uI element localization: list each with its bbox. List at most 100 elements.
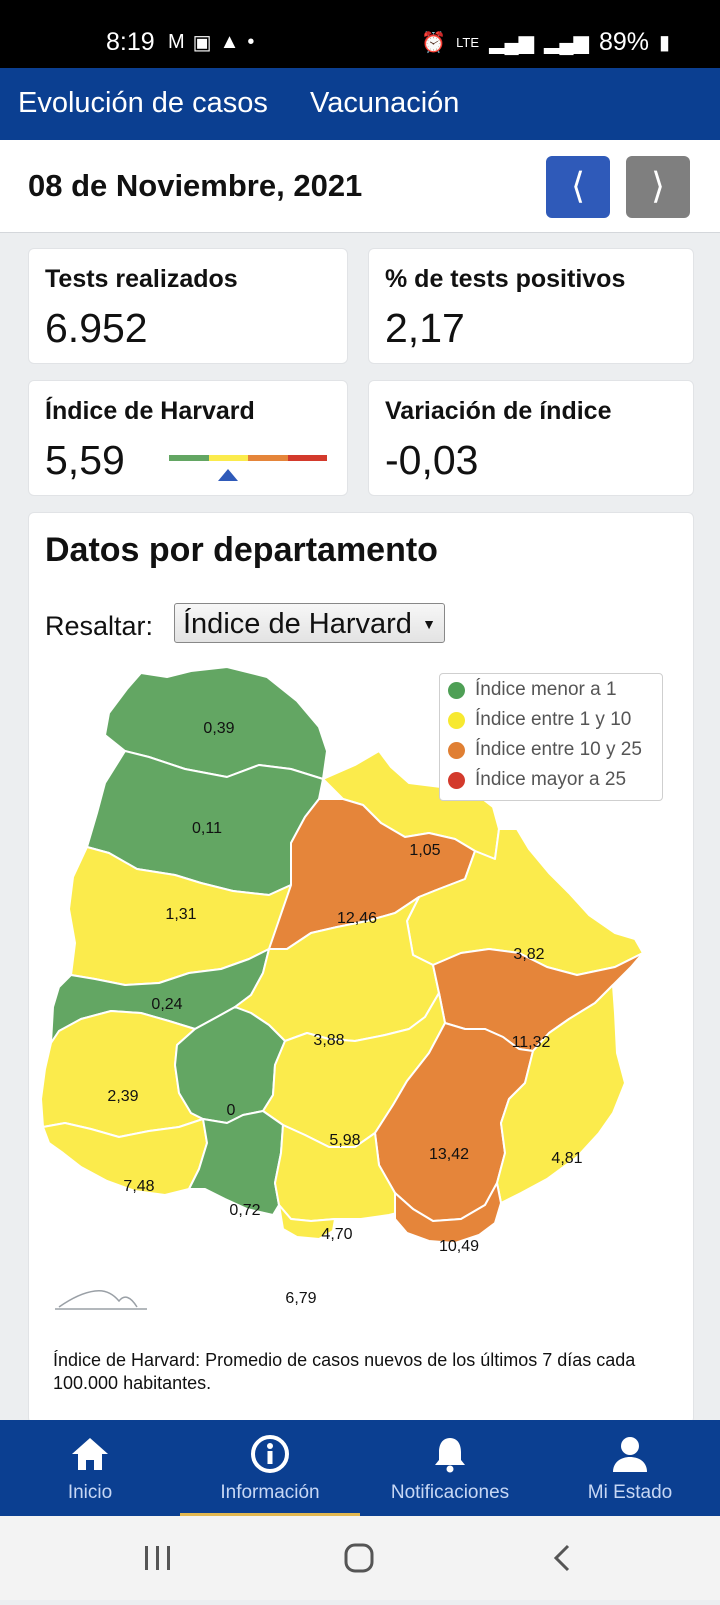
label-san-jose: 0,72 xyxy=(229,1202,260,1219)
user-icon xyxy=(613,1437,647,1472)
nav-informacion-label: Información xyxy=(220,1482,320,1503)
back-button[interactable] xyxy=(500,1516,620,1600)
variation-title: Variación de índice xyxy=(385,397,612,425)
harvard-title: Índice de Harvard xyxy=(45,397,255,425)
legend-dot-orange xyxy=(448,741,465,759)
bottom-nav: Inicio Información Notificaciones Mi Est… xyxy=(0,1420,720,1516)
nav-mi-estado-label: Mi Estado xyxy=(587,1482,673,1503)
variation-value: -0,03 xyxy=(385,437,479,483)
label-durazno: 3,88 xyxy=(313,1032,344,1049)
scale-green xyxy=(169,455,209,461)
image-icon: ▣ xyxy=(192,32,212,54)
label-flores: 0 xyxy=(227,1102,236,1119)
positive-value: 2,17 xyxy=(385,305,465,351)
highlight-value: Índice de Harvard xyxy=(183,608,412,640)
dept-rocha[interactable] xyxy=(496,984,626,1204)
signal-icon-2: ▂▄▆ xyxy=(544,32,589,54)
status-time: 8:19 xyxy=(106,28,155,56)
battery-level: 89% xyxy=(598,28,649,56)
dept-montevideo[interactable] xyxy=(278,1204,336,1240)
warning-icon: ▲ xyxy=(219,31,240,53)
variation-card: Variación de índice -0,03 xyxy=(368,380,694,496)
android-nav-bar xyxy=(0,1516,720,1600)
label-florida: 5,98 xyxy=(329,1132,360,1149)
date-bar: 08 de Noviembre, 2021 ⟨ ⟩ xyxy=(0,140,720,233)
nav-mi-estado[interactable]: Mi Estado xyxy=(540,1420,720,1516)
harvard-value: 5,59 xyxy=(45,437,125,483)
harvard-card: Índice de Harvard 5,59 xyxy=(28,380,348,496)
app-tabs: Evolución de casos Vacunación xyxy=(0,68,720,143)
legend-dot-yellow xyxy=(448,711,465,729)
signal-icon: ▂▄▆ xyxy=(489,32,534,54)
home-icon xyxy=(72,1438,108,1470)
label-rocha: 4,81 xyxy=(551,1150,582,1167)
notification-icons: M ▣ ▲ • xyxy=(168,30,254,55)
scale-yellow xyxy=(208,455,248,461)
legend-dot-green xyxy=(448,681,465,699)
recent-apps-icon xyxy=(145,1546,170,1570)
label-salto: 0,11 xyxy=(192,820,222,837)
back-chevron-icon xyxy=(553,1544,570,1572)
chevron-left-icon: ⟨ xyxy=(570,165,586,206)
bell-icon xyxy=(435,1438,465,1473)
label-tacuarembo: 12,46 xyxy=(337,910,377,927)
highlight-label: Resaltar: xyxy=(45,611,154,641)
system-icons: ⏰ LTE ▂▄▆ ▂▄▆ 89% ▮ xyxy=(421,28,670,57)
label-soriano: 2,39 xyxy=(107,1088,138,1105)
lte-label: LTE xyxy=(456,35,480,50)
label-artigas: 0,39 xyxy=(203,720,234,737)
nav-notificaciones[interactable]: Notificaciones xyxy=(360,1420,540,1516)
scale-orange xyxy=(248,455,288,461)
legend-item-red: Índice mayor a 25 xyxy=(448,766,626,794)
tests-card: Tests realizados 6.952 xyxy=(28,248,348,364)
dept-title: Datos por departamento xyxy=(45,531,438,569)
label-maldonado: 10,49 xyxy=(439,1238,479,1255)
home-circle-icon xyxy=(344,1543,374,1573)
label-canelones: 4,70 xyxy=(321,1226,352,1243)
nav-informacion[interactable]: Información xyxy=(180,1420,360,1516)
highlight-select[interactable]: Índice de Harvard ▼ xyxy=(174,603,445,643)
dept-canelones[interactable] xyxy=(274,1124,414,1222)
label-colonia: 7,48 xyxy=(123,1178,154,1195)
tab-vacunacion[interactable]: Vacunación xyxy=(310,87,460,119)
home-button[interactable] xyxy=(300,1516,420,1600)
next-date-button[interactable]: ⟩ xyxy=(626,156,690,218)
legend-label-green: Índice menor a 1 xyxy=(475,679,617,700)
chevron-down-icon: ▼ xyxy=(422,616,436,632)
harvard-scale xyxy=(169,455,327,461)
nav-inicio[interactable]: Inicio xyxy=(0,1420,180,1516)
dept-san-jose[interactable] xyxy=(188,1110,284,1216)
dot-icon: • xyxy=(247,31,255,53)
legend-label-yellow: Índice entre 1 y 10 xyxy=(475,709,632,730)
scale-marker-icon xyxy=(218,469,238,481)
recent-apps-button[interactable] xyxy=(98,1516,218,1600)
dept-maldonado[interactable] xyxy=(394,1182,502,1244)
label-montevideo: 6,79 xyxy=(285,1290,316,1307)
legend-item-yellow: Índice entre 1 y 10 xyxy=(448,706,631,734)
legend-item-green: Índice menor a 1 xyxy=(448,676,617,704)
gmail-icon: M xyxy=(168,31,185,53)
tests-title: Tests realizados xyxy=(45,265,238,293)
positive-title: % de tests positivos xyxy=(385,265,626,293)
label-rio-negro: 0,24 xyxy=(151,996,182,1013)
previous-date-button[interactable]: ⟨ xyxy=(546,156,610,218)
nav-notificaciones-label: Notificaciones xyxy=(390,1482,510,1503)
label-rivera: 1,05 xyxy=(409,842,440,859)
harvard-footnote: Índice de Harvard: Promedio de casos nue… xyxy=(53,1350,636,1393)
legend-dot-red xyxy=(448,771,465,789)
legend-item-orange: Índice entre 10 y 25 xyxy=(448,736,642,764)
label-treinta-y-tres: 11,32 xyxy=(512,1034,551,1051)
tab-evolucion[interactable]: Evolución de casos xyxy=(0,68,286,143)
alarm-icon: ⏰ xyxy=(421,32,447,54)
nav-inicio-label: Inicio xyxy=(67,1482,113,1503)
label-paysandu: 1,31 xyxy=(165,906,196,923)
chevron-right-icon: ⟩ xyxy=(650,165,666,206)
date-label: 08 de Noviembre, 2021 xyxy=(28,168,363,203)
positive-card: % de tests positivos 2,17 xyxy=(368,248,694,364)
tests-value: 6.952 xyxy=(45,305,148,351)
dept-panel: Datos por departamento Resaltar: Índice … xyxy=(28,512,694,1424)
legend-label-red: Índice mayor a 25 xyxy=(475,769,627,790)
label-cerro-largo: 3,82 xyxy=(513,946,544,963)
battery-icon: ▮ xyxy=(658,32,670,54)
info-icon xyxy=(251,1435,289,1473)
